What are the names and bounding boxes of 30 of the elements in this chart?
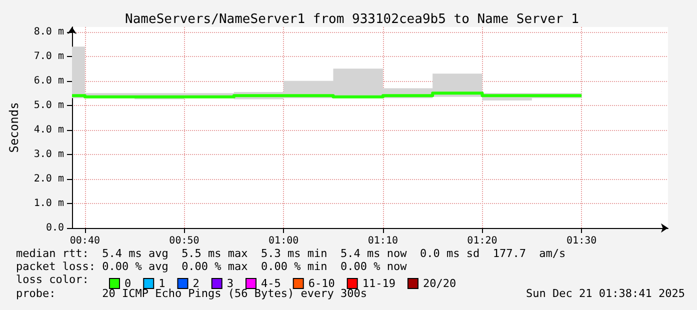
legend-label: 6-10: [308, 277, 335, 290]
x-tick-label: 00:40: [70, 236, 100, 246]
y-tick-label: 8.0 m: [34, 26, 64, 38]
y-tick-label: 1.0 m: [34, 198, 64, 209]
text: loss color:: [16, 273, 89, 286]
text: probe: 20 ICMP Echo Pings (56 Bytes) every 300s: [16, 287, 367, 300]
legend-label: 11-19: [362, 277, 396, 290]
y-tick-label: 0.0: [46, 222, 64, 234]
chart-title: NameServers/NameServer1 from 933102cea9b5 to Name Server 1: [125, 12, 579, 27]
y-tick-label: 7.0 m: [34, 50, 64, 62]
legend-label: 2: [192, 277, 200, 290]
legend-label: 20/20: [422, 277, 456, 290]
text: Sun Dec 21 01:38:41 2025: [526, 287, 686, 300]
legend-label: 0: [124, 277, 132, 290]
x-tick-label: 01:00: [268, 236, 299, 246]
x-tick-label: 01:30: [566, 236, 597, 246]
y-tick-label: 2.0 m: [34, 173, 64, 184]
legend-label: 1: [158, 277, 166, 290]
y-tick-label: 5.0 m: [34, 100, 64, 111]
y-tick-label: 3.0 m: [34, 148, 64, 160]
y-tick-label: 4.0 m: [34, 124, 64, 136]
x-tick-label: 01:20: [467, 236, 498, 246]
y-tick-label: 6.0 m: [34, 75, 64, 86]
x-tick-label: 01:10: [368, 236, 398, 246]
y-axis-title: Seconds: [7, 102, 21, 153]
legend-label: 3: [226, 277, 234, 290]
x-tick-label: 00:50: [169, 236, 200, 246]
text: median rtt: 5.4 ms avg 5.5 ms max 5.3 ms min 5.4 ms now 0.0 ms sd 177.7 am/s: [16, 247, 566, 260]
legend-label: 4-5: [260, 277, 281, 290]
text: packet loss: 0.00 % avg 0.00 % max 0.00 % min 0.00 % now: [16, 260, 408, 273]
